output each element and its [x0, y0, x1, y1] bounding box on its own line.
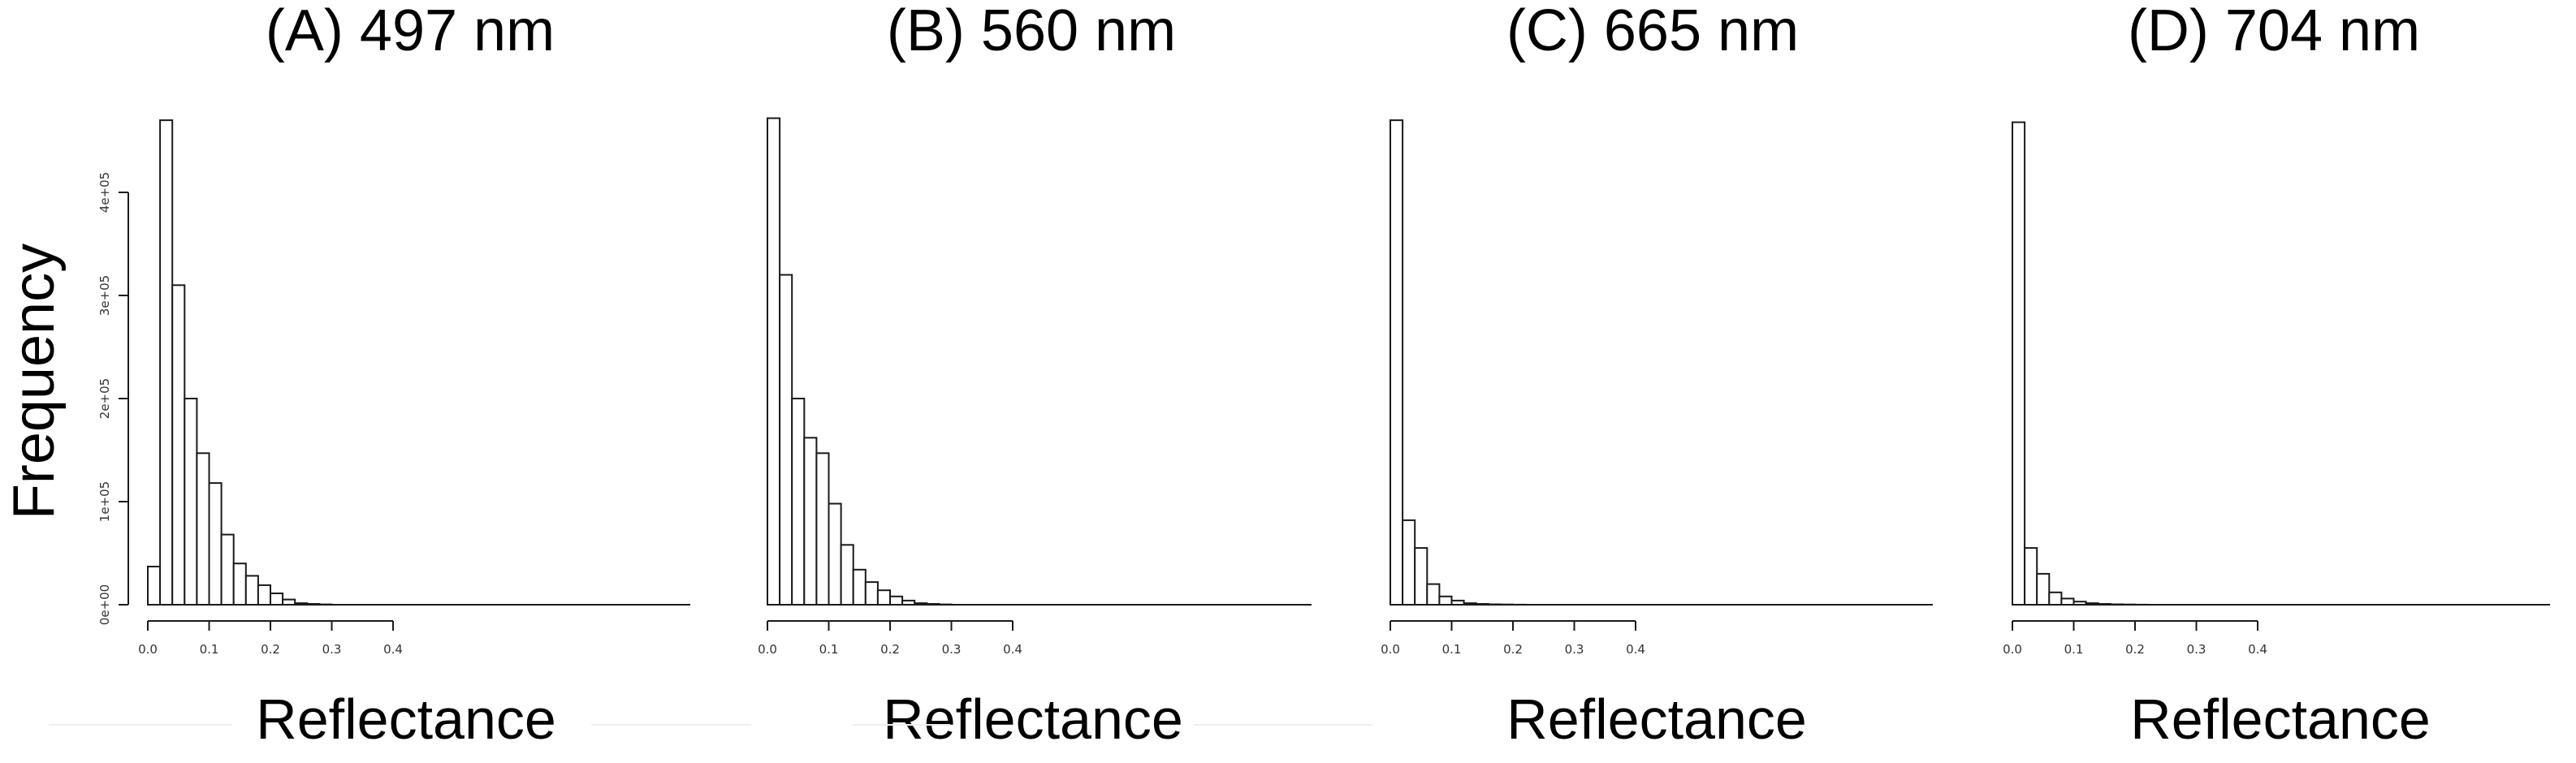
histogram-bar	[767, 117, 781, 606]
x-tick-label: 0.3	[942, 642, 962, 657]
histogram-bar	[257, 584, 271, 606]
panel-title: (D) 704 nm	[2128, 0, 2420, 63]
x-tick-label: 0.1	[819, 642, 839, 657]
histogram-bar	[1390, 119, 1404, 606]
histogram-bar	[815, 452, 830, 606]
histogram-bar	[1438, 595, 1453, 606]
x-tick-label: 0.2	[1503, 642, 1523, 657]
x-tick-label: 0.2	[261, 642, 280, 657]
histogram-bar	[147, 566, 162, 606]
x-tick-label: 0.0	[758, 642, 777, 657]
x-axis-label: Reflectance	[256, 688, 556, 751]
histogram-bar	[876, 589, 892, 606]
histogram-bar	[232, 563, 247, 606]
x-tick-label: 0.1	[200, 642, 219, 657]
histogram-bar	[889, 595, 904, 606]
panel-title: (A) 497 nm	[266, 0, 555, 63]
x-tick-label: 0.4	[1626, 642, 1645, 657]
histogram-bar	[803, 437, 818, 606]
histogram-bar	[1414, 547, 1428, 606]
x-tick-label: 0.3	[322, 642, 342, 657]
x-tick-label: 0.2	[2125, 642, 2145, 657]
x-tick-label: 0.4	[2248, 642, 2267, 657]
histogram-panel-1: (A) 497 nm 0.0 0.1 0.2 0.3 0.4 Reflectance	[138, 0, 690, 751]
y-tick-label: 0e+00	[97, 584, 112, 625]
x-axis-label: Reflectance	[2130, 688, 2431, 751]
histogram-bar	[864, 581, 879, 606]
histogram-bar	[779, 274, 793, 606]
x-tick-label: 0.4	[1003, 642, 1022, 657]
y-tick-label: 3e+05	[97, 275, 112, 316]
histogram-bar	[270, 593, 284, 606]
y-tick-label: 4e+05	[97, 172, 112, 213]
histogram-bar	[791, 398, 806, 606]
histogram-panel-2: (B) 560 nm 0.0 0.1 0.2 0.3 0.4 Reflectance	[758, 0, 1312, 751]
x-axis-label: Reflectance	[1506, 688, 1807, 751]
x-tick-label: 0.4	[383, 642, 403, 657]
histogram-bar	[184, 398, 198, 606]
histogram-bar	[2048, 591, 2063, 606]
histogram-bar	[220, 533, 235, 606]
x-tick-label: 0.0	[138, 642, 158, 657]
histogram-bar	[852, 568, 867, 606]
histogram-bar	[1402, 519, 1416, 606]
x-axis-label: Reflectance	[883, 688, 1183, 751]
histogram-bar	[840, 544, 854, 606]
histogram-bar	[159, 119, 174, 606]
histogram-bar	[196, 452, 210, 606]
y-axis: 0e+00 1e+05 2e+05 3e+05 4e+05	[97, 172, 129, 625]
x-tick-label: 0.0	[2003, 642, 2022, 657]
x-tick-label: 0.0	[1381, 642, 1400, 657]
histogram-bar	[2060, 597, 2075, 606]
panel-title: (B) 560 nm	[887, 0, 1176, 63]
histogram-bar	[2012, 121, 2026, 606]
histogram-bar	[2024, 547, 2038, 606]
histogram-panel-3: (C) 665 nm 0.0 0.1 0.2 0.3 0.4 Reflectance	[1381, 0, 1933, 751]
y-tick-label: 2e+05	[97, 378, 112, 419]
x-tick-label: 0.1	[1442, 642, 1462, 657]
histogram-panel-4: (D) 704 nm 0.0 0.1 0.2 0.3 0.4 Reflectance	[2003, 0, 2550, 751]
histogram-bar	[208, 482, 223, 606]
histogram-bar	[828, 502, 842, 606]
histogram-bar	[244, 575, 259, 606]
histogram-bar	[2036, 572, 2051, 606]
x-tick-label: 0.1	[2064, 642, 2084, 657]
panel-title: (C) 665 nm	[1506, 0, 1799, 63]
y-axis-label: Frequency	[2, 244, 67, 519]
x-tick-label: 0.2	[880, 642, 900, 657]
x-tick-label: 0.3	[2187, 642, 2206, 657]
y-tick-label: 1e+05	[97, 481, 112, 522]
histogram-bar	[171, 284, 186, 606]
x-tick-label: 0.3	[1565, 642, 1584, 657]
histogram-bar	[1426, 583, 1441, 606]
